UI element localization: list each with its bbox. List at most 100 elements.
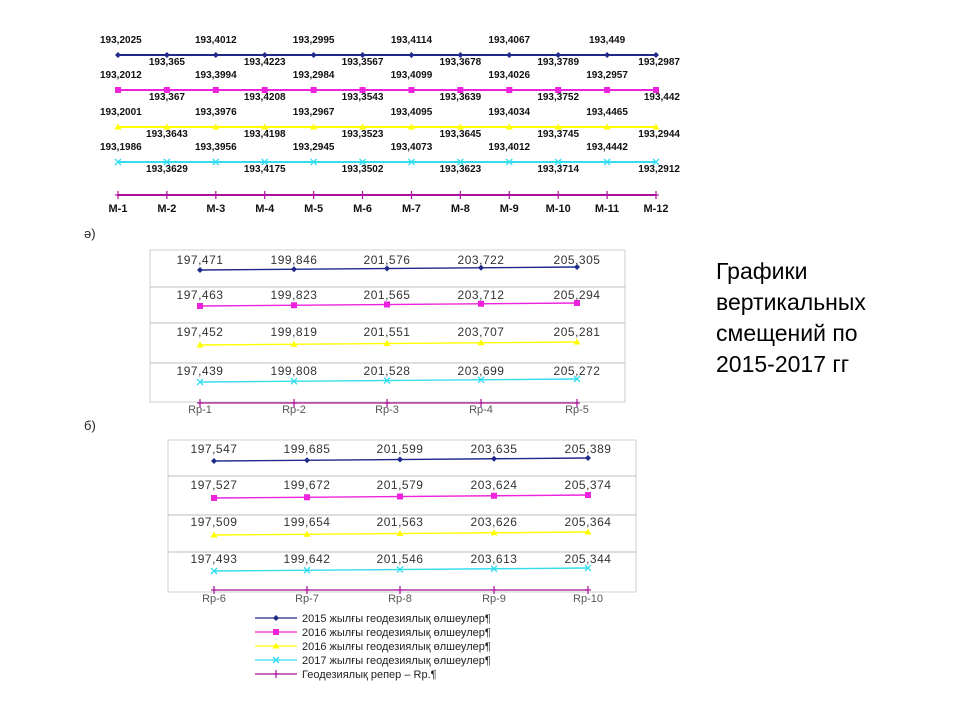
data-label: 193,4012 (195, 35, 237, 46)
tick-label: Rp-6 (202, 593, 226, 605)
data-label: 199,672 (284, 478, 331, 492)
axis-marker (211, 586, 217, 594)
data-label: 205,305 (554, 253, 601, 267)
data-label: 193,449 (589, 35, 626, 46)
axis-marker (397, 586, 403, 594)
axis-marker (359, 191, 366, 199)
data-point (383, 340, 391, 346)
series-line (199, 378, 578, 383)
data-label: 193,4012 (488, 142, 530, 153)
data-point (584, 528, 592, 535)
data-point (491, 492, 497, 499)
data-label: 193,4465 (586, 107, 628, 118)
data-label: 193,2912 (638, 164, 680, 175)
data-label: 201,599 (377, 442, 424, 456)
data-point (585, 492, 591, 498)
data-label: 193,367 (149, 92, 186, 103)
data-label: 193,2001 (100, 107, 142, 118)
data-point (585, 455, 591, 461)
data-label: 199,819 (271, 325, 318, 339)
data-point (653, 87, 659, 93)
data-point (554, 158, 562, 166)
data-label: 199,823 (271, 288, 318, 302)
data-label: 201,551 (364, 325, 411, 339)
data-label: 193,3543 (342, 92, 384, 103)
data-label: 193,2012 (100, 70, 142, 81)
data-point (384, 265, 390, 272)
data-point (197, 267, 203, 273)
data-label: 197,493 (191, 552, 238, 566)
data-point (212, 87, 219, 93)
data-point (359, 87, 366, 93)
data-label: 201,576 (364, 253, 411, 267)
data-point (310, 52, 317, 58)
data-point (554, 123, 562, 130)
data-point (261, 87, 268, 93)
data-label: 197,463 (177, 288, 224, 302)
data-label: 193,365 (149, 57, 186, 68)
tick-label: Rp-10 (573, 593, 603, 605)
data-point (261, 158, 269, 166)
tick-label: M-5 (304, 203, 323, 215)
data-point (603, 123, 611, 130)
data-point (478, 300, 484, 307)
data-label: 193,3567 (342, 57, 384, 68)
data-point (359, 123, 367, 130)
data-point (303, 530, 311, 537)
data-point (359, 52, 366, 58)
data-label: 201,565 (364, 288, 411, 302)
data-point (407, 158, 415, 166)
data-point (212, 123, 220, 130)
data-point (310, 87, 317, 93)
legend-label: 2017 жылғы геодезиялық өлшеулер¶ (302, 655, 491, 667)
data-label: 193,4073 (391, 142, 433, 153)
data-label: 197,439 (177, 364, 224, 378)
tick-label: M-11 (595, 203, 619, 215)
data-point (397, 456, 403, 463)
data-label: 193,4114 (391, 35, 433, 46)
axis-marker (585, 586, 591, 594)
tick-label: Rp-4 (469, 404, 493, 416)
tick-label: M-7 (402, 203, 421, 215)
tick-label: Rp-9 (482, 593, 506, 605)
data-point (505, 123, 513, 130)
data-point (115, 87, 121, 93)
data-point (574, 264, 580, 270)
data-point (163, 87, 170, 93)
axis-marker (261, 191, 268, 199)
data-label: 205,281 (554, 325, 601, 339)
tick-label: M-12 (643, 203, 668, 215)
data-point (163, 52, 170, 58)
plot-frame (149, 249, 626, 403)
legend-marker (273, 629, 279, 635)
axis-marker (408, 191, 415, 199)
slide-title-line: вертикальных (716, 289, 866, 315)
data-label: 193,3745 (537, 129, 579, 140)
data-point (490, 529, 498, 536)
data-label: 203,699 (458, 364, 505, 378)
data-label: 193,4175 (244, 164, 286, 175)
data-point (197, 303, 203, 309)
data-label: 193,4095 (391, 107, 433, 118)
data-label: 193,4198 (244, 129, 286, 140)
data-point (211, 495, 217, 501)
tick-label: M-8 (451, 203, 470, 215)
data-label: 193,4208 (244, 92, 286, 103)
data-point (211, 458, 217, 464)
data-point (261, 52, 268, 58)
chart-label: б) (84, 418, 96, 433)
data-point (114, 123, 122, 130)
data-point (303, 566, 311, 574)
data-point (210, 567, 218, 575)
data-point (555, 87, 562, 93)
data-point (196, 378, 204, 386)
legend-label: 2016 жылғы геодезиялық өлшеулер¶ (302, 641, 491, 653)
tick-label: M-10 (546, 203, 571, 215)
data-label: 201,528 (364, 364, 411, 378)
data-point (290, 340, 298, 347)
axis-marker (291, 399, 297, 407)
data-point (457, 87, 464, 93)
data-point (261, 123, 269, 130)
data-point (396, 566, 404, 573)
data-point (652, 158, 660, 166)
